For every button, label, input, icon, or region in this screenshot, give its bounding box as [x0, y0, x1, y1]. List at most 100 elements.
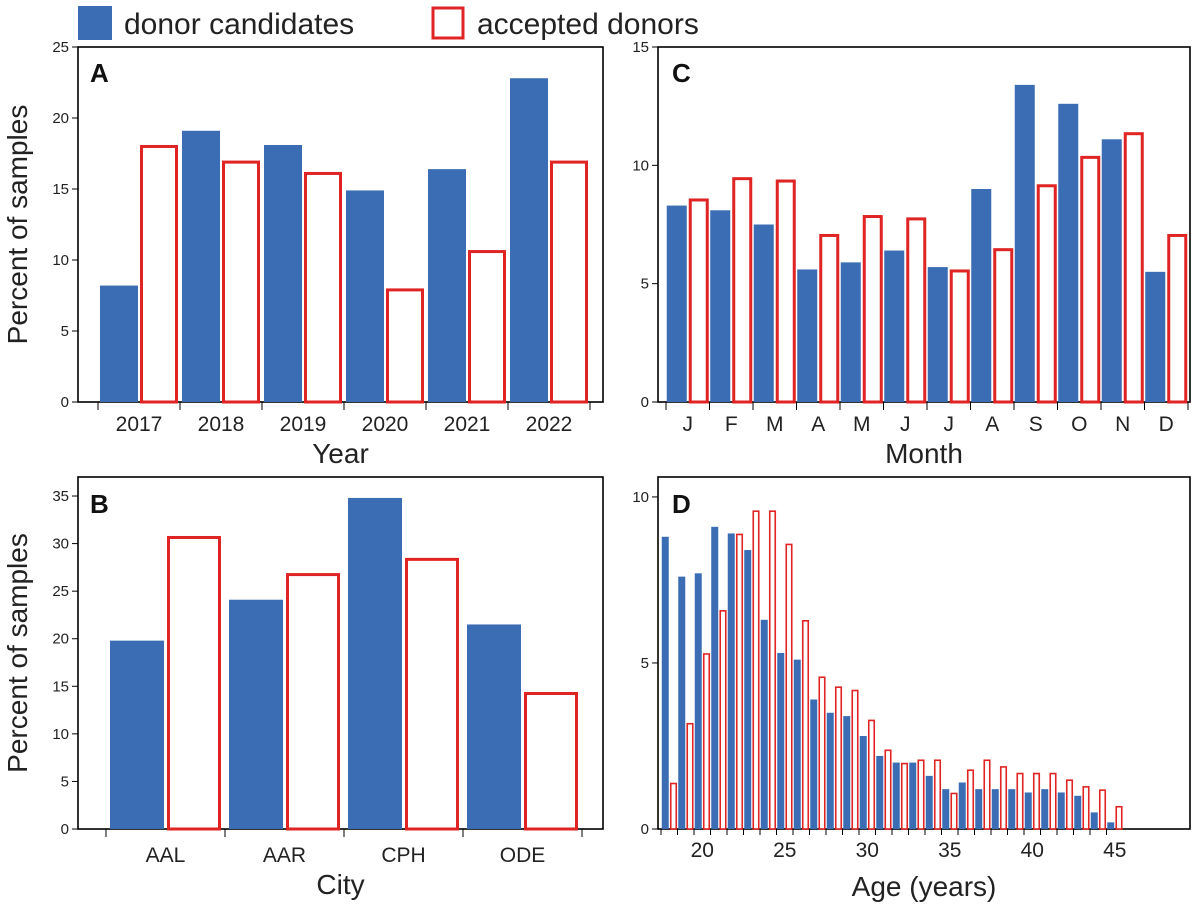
- y-tick-label: 30: [52, 536, 69, 553]
- bar-accepted: [801, 619, 810, 830]
- bar-accepted: [686, 722, 694, 830]
- y-tick-label: 10: [52, 726, 69, 743]
- bar-candidates: [991, 789, 999, 829]
- bar-candidates: [678, 576, 686, 829]
- bar-candidates: [710, 210, 731, 402]
- bar-accepted: [752, 510, 760, 830]
- x-axis-title: Age (years): [852, 871, 997, 902]
- bar-accepted: [768, 510, 777, 830]
- y-tick-label: 0: [61, 394, 69, 411]
- bar-accepted: [669, 782, 678, 830]
- x-tick-label: J: [944, 413, 955, 436]
- y-axis-title: Percent of samples: [2, 533, 33, 773]
- bar-accepted: [405, 557, 459, 831]
- y-tick-label: 5: [61, 323, 69, 340]
- bar-accepted: [1098, 789, 1107, 830]
- bar-candidates: [826, 712, 834, 829]
- y-tick-label: 0: [641, 394, 649, 411]
- x-tick-label: 2020: [362, 413, 409, 436]
- x-axis-title: City: [316, 869, 364, 900]
- x-axis-title: Year: [312, 438, 369, 469]
- bar-accepted: [1115, 805, 1123, 830]
- bar-accepted: [1016, 772, 1024, 830]
- panel-a: 0 5 10 15 20 25 2017 2018 2019 2020 2021 2022 Year Pe…: [2, 39, 604, 469]
- bar-candidates: [975, 789, 983, 829]
- x-tick-label: O: [1071, 413, 1087, 436]
- bar-accepted: [1082, 786, 1090, 830]
- bar-candidates: [510, 78, 548, 403]
- bar-accepted: [818, 676, 826, 830]
- bar-candidates: [1057, 792, 1065, 829]
- x-axis-title: Month: [885, 438, 963, 469]
- bar-candidates: [753, 224, 774, 402]
- bar-accepted: [993, 248, 1014, 404]
- x-tick-label: M: [853, 413, 871, 436]
- panel-c: 0 5 10 15 J F M A M J J A S O N D Month C: [632, 39, 1191, 469]
- y-axis-title: Percent of samples: [2, 105, 33, 345]
- bar-accepted: [550, 160, 588, 404]
- bar-accepted: [386, 288, 424, 404]
- bar-candidates: [100, 285, 138, 402]
- bar-accepted: [884, 749, 892, 830]
- bar-candidates: [1014, 84, 1035, 402]
- y-tick-label: 35: [52, 488, 69, 505]
- bar-accepted: [304, 171, 342, 404]
- bar-accepted: [983, 759, 991, 830]
- bar-candidates: [927, 267, 948, 402]
- bar-candidates: [1107, 822, 1115, 829]
- bar-accepted: [867, 719, 876, 830]
- bar-accepted: [949, 269, 970, 404]
- bar-candidates: [428, 169, 466, 402]
- x-tick-label: M: [766, 413, 784, 436]
- bar-accepted: [775, 179, 796, 404]
- x-tick-label: D: [1159, 413, 1174, 436]
- bar-accepted: [906, 217, 927, 404]
- x-tick-label: A: [985, 413, 999, 436]
- bar-candidates: [892, 762, 900, 829]
- bar-candidates: [942, 789, 950, 829]
- panel-b: 0 5 10 15 20 25 30 35 AAL AAR CPH ODE City Percent of…: [2, 476, 604, 900]
- bar-accepted: [688, 198, 709, 404]
- bar-candidates: [1074, 795, 1082, 829]
- x-tick-label: S: [1029, 413, 1043, 436]
- bar-accepted: [468, 250, 506, 404]
- panel-d: 0 5 10 20 25 30 35 40 45 Age (years) D: [632, 476, 1191, 902]
- bar-candidates: [1024, 792, 1032, 829]
- bar-accepted: [819, 233, 840, 404]
- bar-candidates: [1058, 103, 1079, 403]
- y-tick-label: 5: [61, 773, 69, 790]
- bar-accepted: [1036, 184, 1057, 404]
- bar-candidates: [182, 130, 220, 402]
- bar-accepted: [719, 610, 727, 830]
- bar-candidates: [925, 775, 933, 829]
- y-tick-label: 20: [52, 110, 69, 127]
- bar-accepted: [862, 215, 883, 404]
- bar-accepted: [966, 769, 975, 830]
- bar-candidates: [797, 269, 818, 402]
- y-tick-label: 20: [52, 631, 69, 648]
- bar-candidates: [859, 736, 867, 829]
- bar-accepted: [917, 759, 925, 830]
- panel-letter: A: [90, 58, 109, 88]
- x-tick-label: A: [811, 413, 825, 436]
- y-tick-label: 5: [641, 276, 649, 293]
- bar-candidates: [760, 619, 768, 829]
- x-tick-label: AAR: [263, 844, 306, 867]
- y-tick-label: 10: [52, 252, 69, 269]
- bar-candidates: [744, 550, 752, 829]
- legend: donor candidates accepted donors: [78, 6, 699, 41]
- bar-accepted: [524, 692, 578, 831]
- bar-accepted: [1065, 779, 1074, 830]
- bar-accepted: [140, 144, 178, 404]
- bar-candidates: [661, 536, 669, 829]
- bar-candidates: [876, 755, 884, 829]
- bar-accepted: [735, 533, 744, 830]
- bar-candidates: [1008, 789, 1016, 829]
- bar-candidates: [467, 624, 521, 829]
- bar-candidates: [346, 190, 384, 402]
- y-tick-label: 15: [52, 678, 69, 695]
- bar-candidates: [793, 659, 801, 829]
- x-tick-label: 20: [691, 839, 714, 862]
- panel-letter: C: [672, 58, 691, 88]
- bar-accepted: [222, 160, 260, 404]
